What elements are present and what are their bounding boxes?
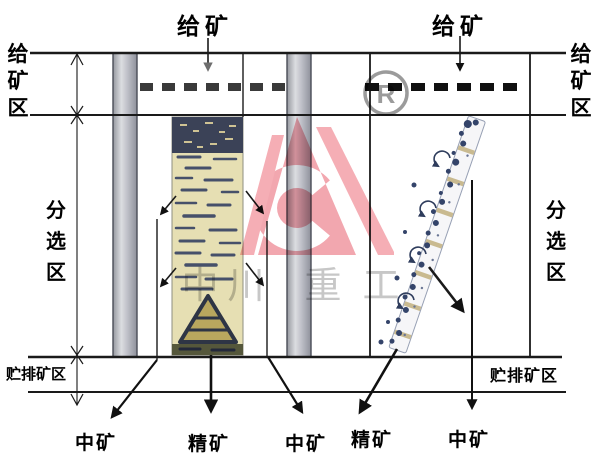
falling-particles — [378, 182, 417, 345]
gray-column-left — [112, 52, 138, 358]
discharge-zone-label-left: 贮排矿区 — [6, 366, 67, 383]
middlings-label-3: 中矿 — [448, 430, 491, 451]
feed-label-right: 给矿 — [432, 13, 488, 39]
company-char-3: 重 — [305, 266, 342, 307]
vertical-belt-column — [171, 116, 244, 356]
concentrate-label-1: 精矿 — [188, 434, 231, 455]
middlings-label-2: 中矿 — [285, 434, 328, 455]
feed-zone-label-left: 给矿区 — [7, 43, 29, 120]
belt-particles — [389, 119, 479, 344]
middlings-arrow-2 — [267, 356, 304, 415]
company-char-4: 工 — [363, 266, 400, 307]
column-top-speckles — [180, 122, 236, 148]
discharge-arrows — [110, 180, 478, 419]
separation-zone-label-left: 分选区 — [46, 200, 66, 284]
registered-mark-letter: R — [377, 79, 396, 109]
company-char-1: 中 — [182, 266, 219, 307]
middlings-arrow-1 — [110, 359, 158, 419]
feed-zone-label-right: 给矿区 — [570, 43, 592, 120]
discharge-zone-label-right: 贮排矿区 — [490, 368, 559, 385]
concentrate-arrow-2 — [358, 348, 399, 415]
belt-speckles — [403, 154, 469, 337]
registered-trademark-icon: R — [363, 70, 409, 116]
concentrate-label-2: 精矿 — [351, 430, 394, 451]
left-dimension-line — [70, 52, 84, 407]
company-name-watermark: 中 川 重 工 — [182, 266, 400, 307]
feed-label-left: 给矿 — [177, 13, 233, 39]
company-logo — [240, 117, 394, 255]
company-char-2: 川 — [228, 266, 265, 307]
separation-zone-label-right: 分选区 — [546, 200, 566, 284]
belt-curl-arrows — [395, 150, 451, 310]
middlings-label-1: 中矿 — [75, 433, 118, 454]
column-texture — [174, 155, 242, 291]
